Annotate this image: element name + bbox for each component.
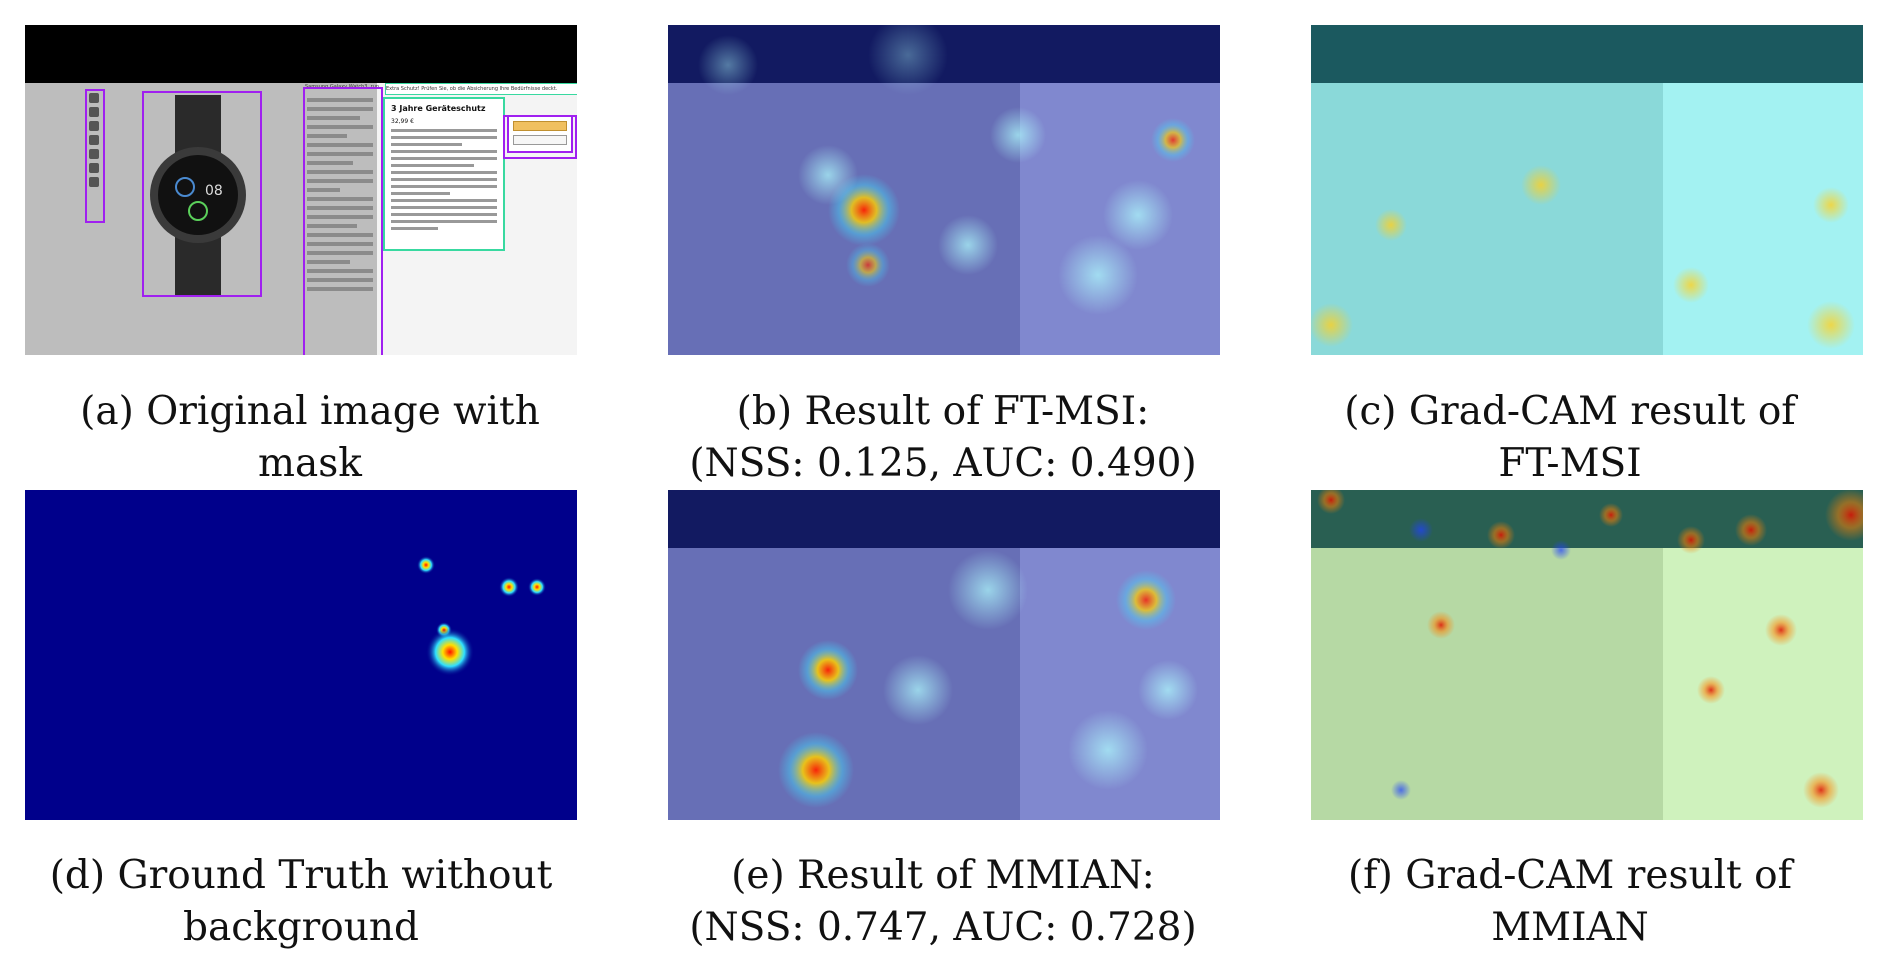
ground-truth-heatmap: [417, 556, 546, 676]
caption-b: (b) Result of FT-MSI: (NSS: 0.125, AUC: …: [633, 386, 1253, 490]
webpage-screenshot: 08 3 Jahre Geräteschutz 32,99 € Extra Sc…: [25, 83, 577, 355]
fixation-spot: [426, 628, 474, 676]
caption-d: (d) Ground Truth without background: [25, 850, 577, 954]
caption-b-line1: (b) Result of FT-MSI:: [736, 389, 1150, 434]
mask-box-thumbnails: [85, 89, 105, 223]
caption-f: (f) Grad-CAM result of MMIAN: [1260, 850, 1880, 954]
caption-c-line2: FT-MSI: [1498, 441, 1642, 486]
product-text-block: [307, 93, 373, 296]
saliency-heatmap-e: [668, 490, 1220, 820]
protection-banner: Extra Schutz! Prüfen Sie, ob die Absiche…: [385, 83, 577, 95]
caption-e: (e) Result of MMIAN: (NSS: 0.747, AUC: 0…: [633, 850, 1253, 954]
mask-box-buttons: [503, 115, 577, 159]
gradcam-heatmap-c: [1311, 25, 1863, 355]
panel-d-ground-truth: [25, 490, 577, 820]
caption-a-line2: mask: [258, 441, 362, 486]
caption-d-line2: background: [183, 905, 419, 950]
panel-b-ftmsi-result: [668, 25, 1220, 355]
popup-title: 3 Jahre Geräteschutz: [391, 104, 486, 113]
caption-b-line2: (NSS: 0.125, AUC: 0.490): [689, 441, 1197, 486]
smartwatch-image: 08: [150, 95, 246, 295]
caption-a-line1: (a) Original image with: [80, 389, 540, 434]
caption-c: (c) Grad-CAM result of FT-MSI: [1260, 386, 1880, 490]
caption-e-line2: (NSS: 0.747, AUC: 0.728): [689, 905, 1197, 950]
black-header-bar: [25, 25, 577, 83]
fixation-spot: [528, 578, 546, 596]
panel-c-gradcam-ftmsi: [1311, 25, 1863, 355]
caption-a: (a) Original image with mask: [0, 386, 620, 490]
fixation-spot: [417, 556, 435, 574]
caption-f-line2: MMIAN: [1491, 905, 1649, 950]
saliency-heatmap-b: [668, 25, 1220, 355]
fixation-spot: [499, 577, 519, 597]
caption-d-line1: (d) Ground Truth without: [49, 853, 553, 898]
caption-e-line1: (e) Result of MMIAN:: [731, 853, 1155, 898]
gradcam-heatmap-f: [1311, 490, 1863, 820]
panel-f-gradcam-mmian: [1311, 490, 1863, 820]
mask-box-product-text: [303, 87, 383, 355]
caption-c-line1: (c) Grad-CAM result of: [1344, 389, 1796, 434]
caption-f-line1: (f) Grad-CAM result of: [1347, 853, 1793, 898]
svg-text:08: 08: [205, 183, 223, 199]
panel-a-original-image: 08 3 Jahre Geräteschutz 32,99 € Extra Sc…: [25, 25, 577, 355]
thumbnail-strip: [87, 89, 101, 199]
panel-e-mmian-result: [668, 490, 1220, 820]
popup-price: 32,99 €: [391, 118, 414, 125]
mask-box-product-image: [142, 91, 262, 297]
warranty-popup: 3 Jahre Geräteschutz 32,99 €: [383, 97, 505, 251]
